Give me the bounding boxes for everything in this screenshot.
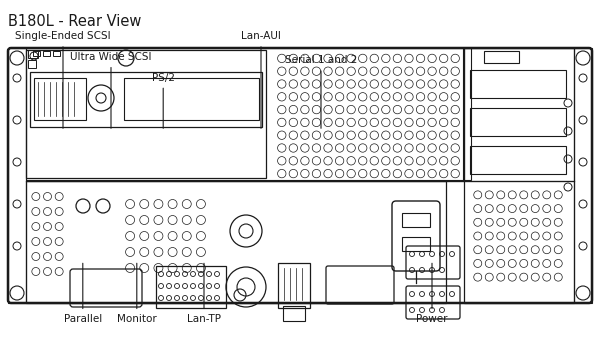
Bar <box>463 48 471 180</box>
Bar <box>574 48 592 303</box>
Bar <box>470 146 566 174</box>
Bar <box>28 50 38 58</box>
Bar <box>402 237 430 251</box>
Text: Lan-TP: Lan-TP <box>187 263 221 324</box>
Bar <box>53 51 60 56</box>
Text: B180L - Rear View: B180L - Rear View <box>8 14 142 29</box>
Text: Serial 1 and 2: Serial 1 and 2 <box>285 56 357 128</box>
Text: Monitor: Monitor <box>117 263 157 324</box>
Bar <box>156 266 226 308</box>
Text: PS/2: PS/2 <box>152 73 175 128</box>
Text: Single-Ended SCSI: Single-Ended SCSI <box>15 31 111 128</box>
Bar <box>33 51 40 56</box>
Bar <box>484 51 519 63</box>
Bar <box>26 48 464 180</box>
Bar <box>464 48 574 303</box>
Bar <box>34 78 86 120</box>
Bar <box>124 78 259 120</box>
Bar <box>402 213 430 227</box>
Text: Power: Power <box>416 263 448 324</box>
Bar <box>28 60 36 68</box>
Bar <box>30 72 262 127</box>
Bar <box>470 70 566 98</box>
Bar <box>8 48 26 303</box>
Bar <box>278 263 310 308</box>
Bar <box>43 51 50 56</box>
Text: Lan-AUI: Lan-AUI <box>241 31 281 128</box>
Bar <box>26 50 266 178</box>
Bar <box>470 108 566 136</box>
Bar <box>26 181 446 303</box>
Text: Parallel: Parallel <box>64 263 102 324</box>
Text: Ultra Wide SCSI: Ultra Wide SCSI <box>70 52 152 128</box>
Bar <box>283 306 305 321</box>
